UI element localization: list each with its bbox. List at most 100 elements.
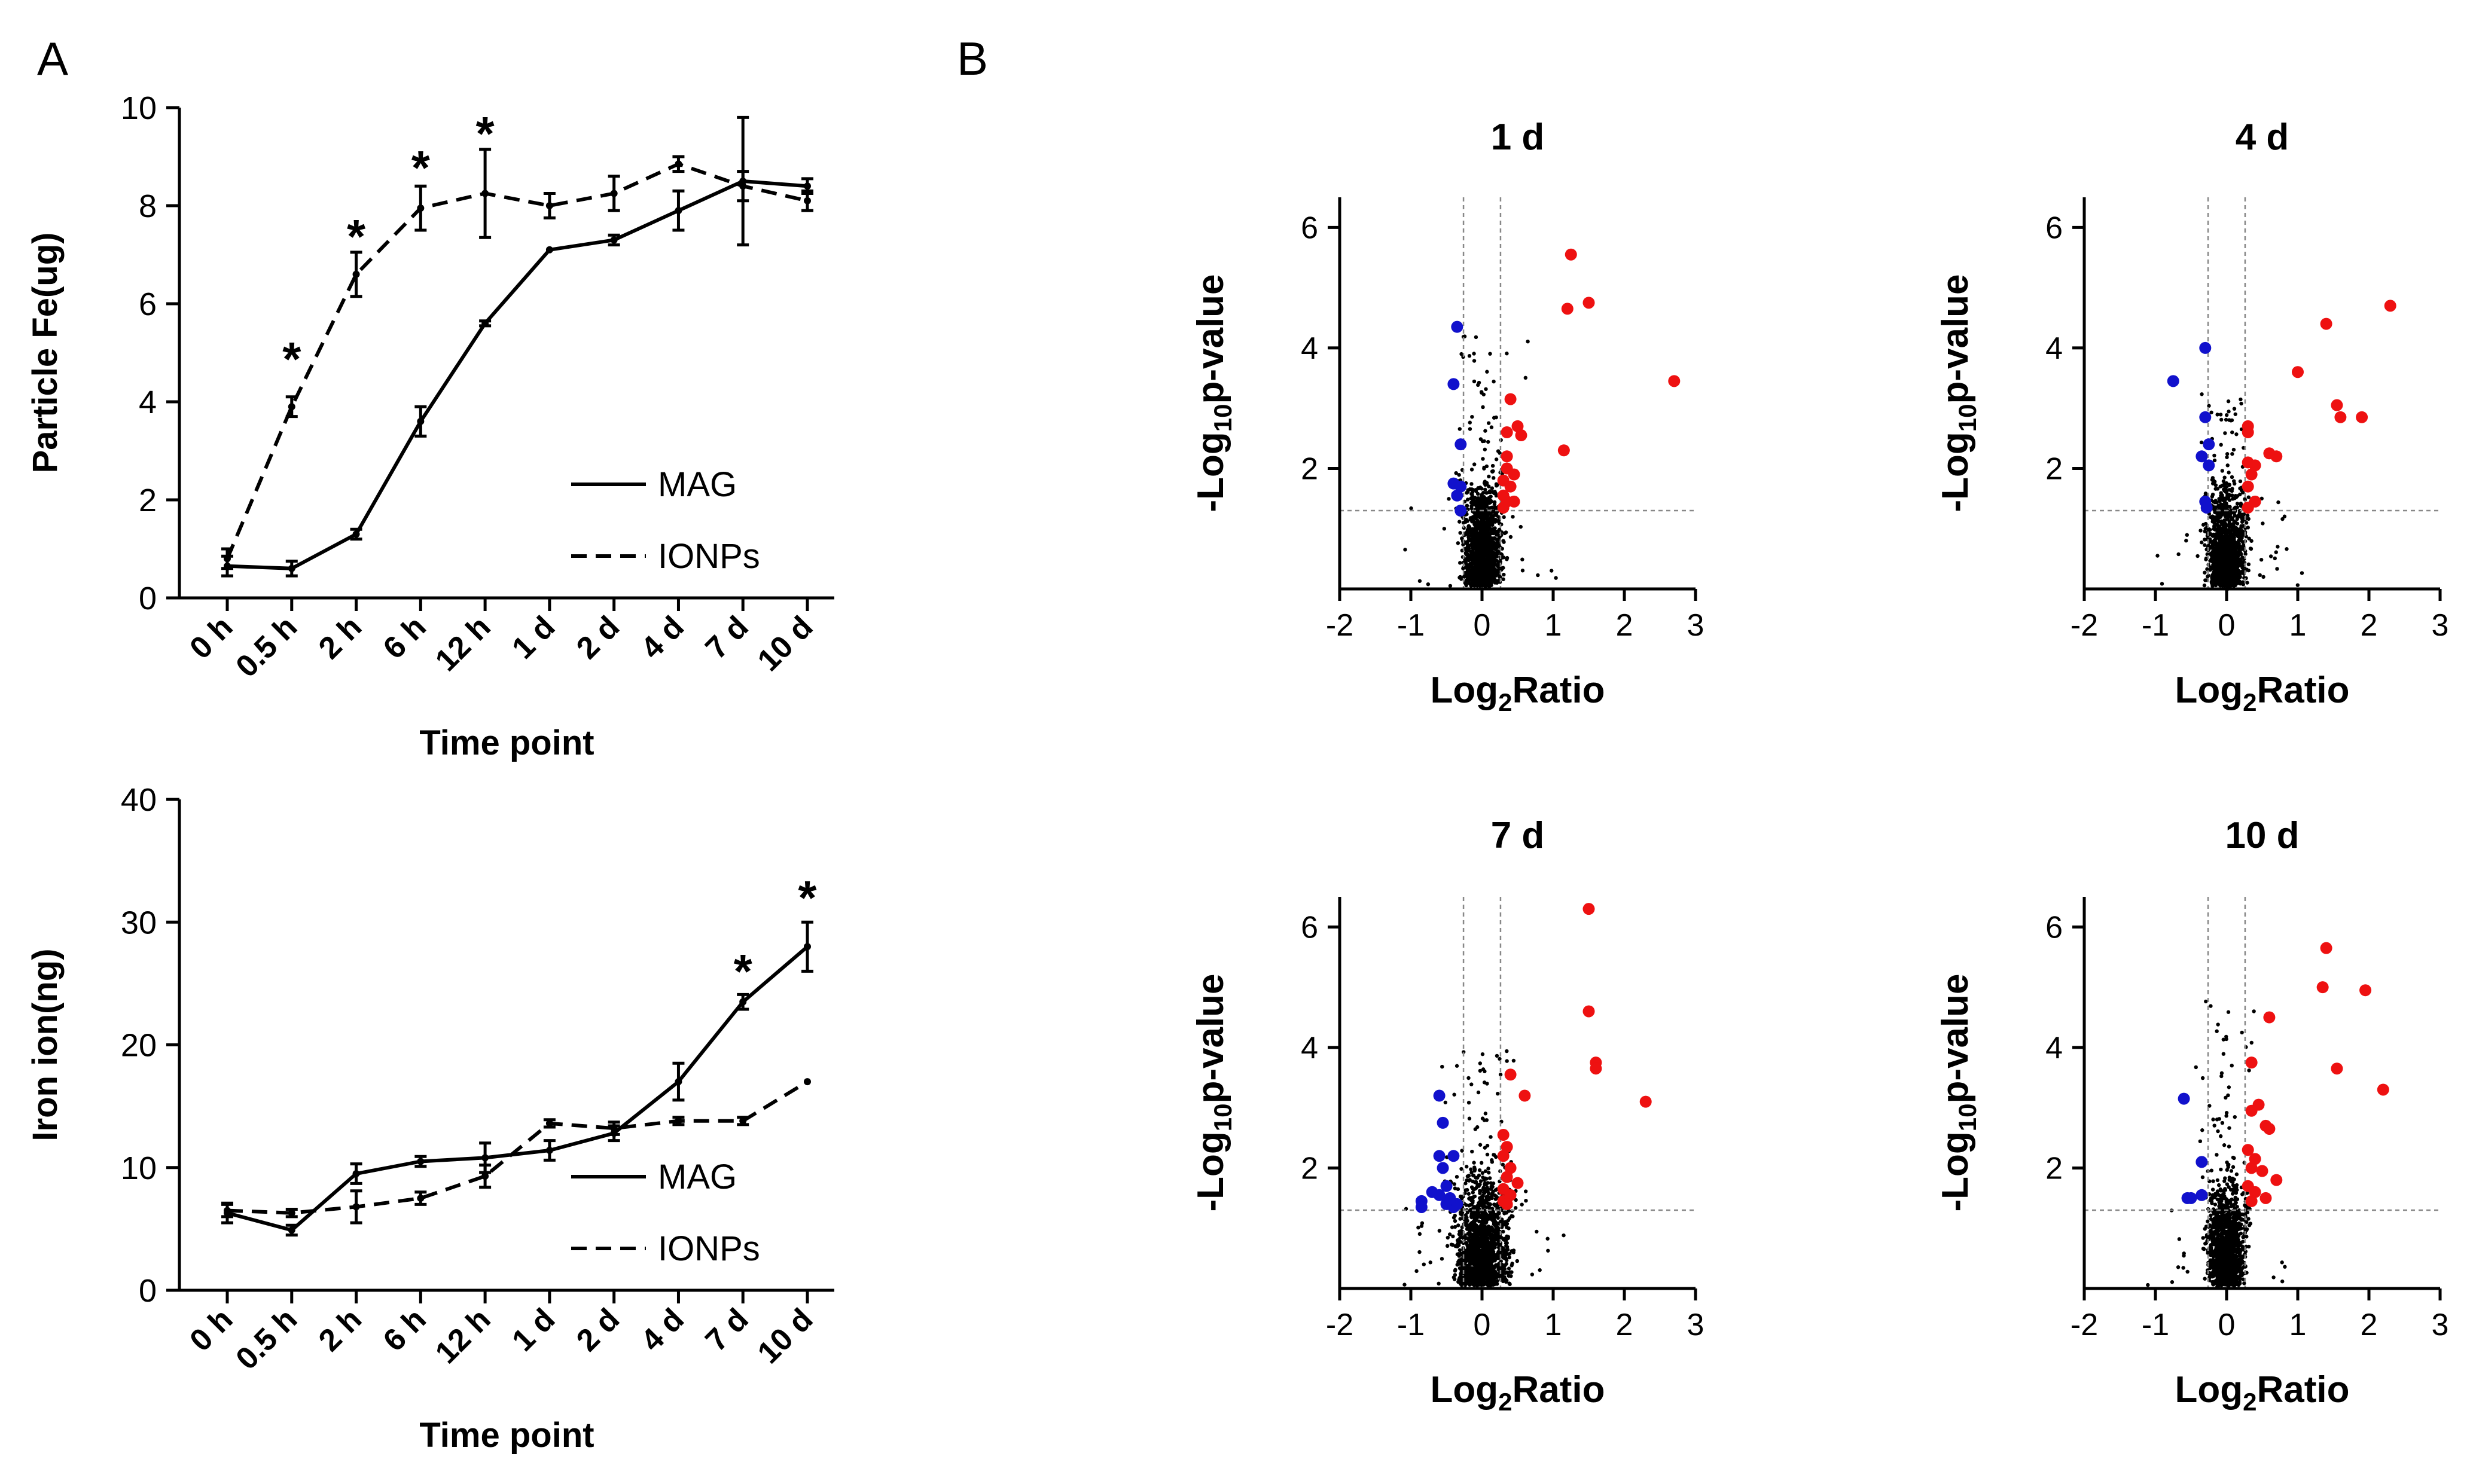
background-point [1460, 536, 1464, 541]
background-point [1492, 1202, 1497, 1207]
background-point [1456, 1223, 1460, 1227]
y-tick-label: 40 [121, 782, 157, 818]
background-point [1489, 1228, 1494, 1232]
background-point [1469, 573, 1473, 578]
background-point [1493, 579, 1497, 584]
background-point [2236, 530, 2240, 534]
background-point [1487, 1176, 1492, 1180]
background-point [1468, 1239, 1472, 1244]
data-point-ionps [352, 1203, 360, 1211]
upregulated-point [2334, 411, 2347, 423]
background-point [1483, 583, 1488, 587]
x-tick-label: 2 d [570, 609, 626, 665]
background-point [1493, 520, 1498, 524]
background-point [1489, 1251, 1493, 1256]
background-point [1463, 1259, 1468, 1264]
data-point-mag [288, 1226, 295, 1234]
background-point [1472, 352, 1476, 356]
background-point [1469, 557, 1473, 561]
upregulated-point [1501, 426, 1513, 438]
x-label-subscript: 2 [1498, 1388, 1512, 1416]
background-point [2212, 458, 2217, 463]
upregulated-point [2270, 450, 2283, 463]
background-point [1470, 1149, 1474, 1154]
y-tick-label: 10 [121, 1150, 157, 1186]
background-point [2276, 545, 2280, 549]
background-point [2233, 412, 2237, 416]
data-point-ionps [610, 190, 618, 197]
background-point [1467, 1204, 1471, 1208]
background-point [1459, 1271, 1463, 1275]
background-point [1490, 549, 1494, 554]
background-point [2261, 521, 2265, 526]
background-point [2222, 475, 2227, 480]
background-point [1469, 563, 1473, 568]
background-point [2223, 521, 2228, 526]
background-point [1466, 1174, 1471, 1178]
chart-title: 1 d [1491, 117, 1545, 158]
background-point [1493, 530, 1498, 534]
downregulated-point [1454, 480, 1467, 493]
background-point [2230, 1063, 2234, 1068]
chart-title: 7 d [1491, 815, 1545, 856]
data-point-mag [352, 530, 360, 538]
background-point [1490, 515, 1495, 519]
y-tick-label: 30 [121, 905, 157, 941]
background-point [1489, 1135, 1493, 1139]
background-point [2203, 538, 2207, 542]
y-tick-label: 2 [2045, 451, 2063, 486]
data-point-mag [739, 998, 747, 1006]
background-point [1502, 515, 1506, 520]
background-point [2217, 536, 2222, 541]
background-point [1474, 515, 1478, 520]
x-axis-label: Time point [419, 1416, 594, 1455]
background-point [1496, 543, 1501, 547]
background-point [2235, 515, 2240, 519]
panel-label-b: B [957, 32, 988, 85]
background-point [2238, 479, 2243, 484]
background-point [1468, 516, 1472, 520]
significance-star: * [734, 945, 753, 998]
background-point [1498, 560, 1502, 564]
background-point [1474, 1223, 1478, 1227]
x-axis-label: Time point [419, 723, 594, 762]
background-point [2212, 453, 2216, 458]
background-point [2220, 508, 2224, 512]
background-point [1505, 352, 1509, 356]
background-point [1451, 1234, 1455, 1239]
background-point [1470, 1268, 1474, 1273]
data-point-ionps [288, 1209, 295, 1217]
downregulated-point [2203, 459, 2215, 472]
background-point [1465, 1187, 1469, 1192]
data-point-ionps [739, 1117, 747, 1125]
background-point [1488, 1202, 1492, 1207]
significance-star: * [347, 210, 366, 263]
background-point [1497, 527, 1502, 532]
background-point [1472, 569, 1477, 573]
background-point [2230, 493, 2234, 497]
background-point [1465, 541, 1469, 546]
background-point [2215, 487, 2220, 491]
background-point [1510, 1270, 1514, 1274]
x-label-part: Log [1431, 1369, 1499, 1410]
background-point [1488, 559, 1493, 563]
background-point [1467, 1116, 1472, 1120]
background-point [1475, 1281, 1479, 1285]
background-point [1538, 1268, 1542, 1272]
x-tick-label: 7 d [699, 609, 755, 665]
background-point [1492, 1212, 1496, 1217]
background-point [1472, 1161, 1476, 1165]
x-tick-label: 0.5 h [229, 1302, 304, 1376]
background-point [2230, 475, 2234, 480]
x-tick-label: 1 d [505, 1302, 562, 1358]
upregulated-point [1582, 1005, 1595, 1018]
background-point [2240, 580, 2245, 584]
background-point [1488, 1256, 1492, 1260]
background-point [1473, 540, 1478, 544]
background-point [1496, 578, 1501, 582]
background-point [1486, 1213, 1490, 1218]
background-point [2248, 546, 2253, 551]
upregulated-point [1561, 303, 1574, 315]
background-point [1447, 497, 1451, 501]
background-point [2203, 543, 2207, 547]
